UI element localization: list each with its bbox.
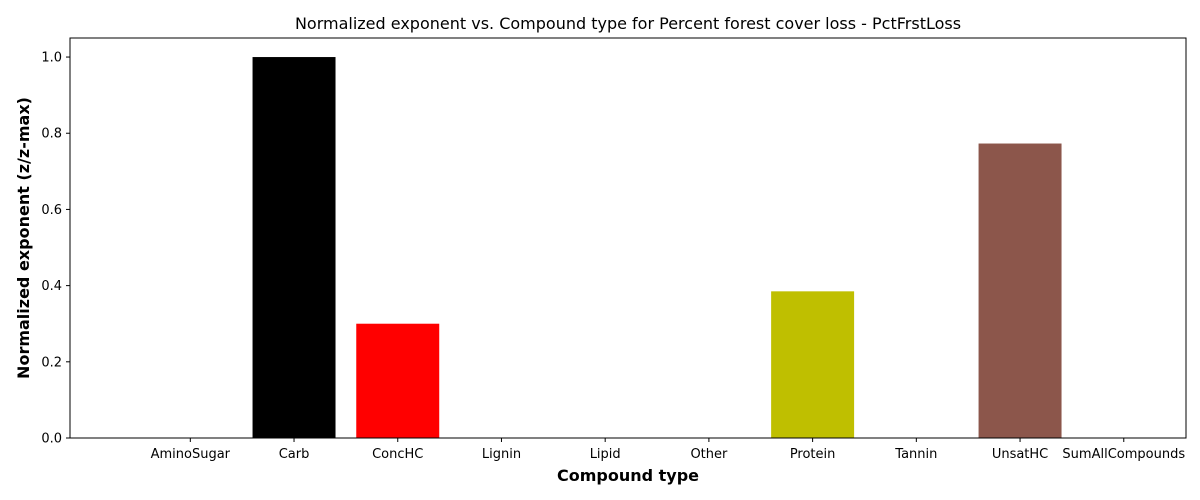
y-tick-label: 1.0 [41,51,62,66]
y-axis-label: Normalized exponent (z/z-max) [14,97,33,379]
x-axis-ticks: AminoSugar Carb ConcHC Lignin Lipid Other Prot… [151,438,1185,462]
y-tick-label: 0.8 [41,127,62,142]
x-tick-label: Carb [279,447,310,462]
x-tick-label: Other [690,447,728,462]
y-tick-label: 0.2 [41,355,62,370]
x-tick-label: UnsatHC [992,447,1048,462]
x-tick-label: SumAllCompounds [1062,447,1185,462]
x-tick-label: ConcHC [372,447,423,462]
x-tick-label: Lignin [482,447,521,462]
y-tick-label: 0.4 [41,279,62,294]
bar-carb [252,57,336,439]
y-tick-label: 0.0 [41,432,62,447]
y-tick-label: 0.6 [41,203,62,218]
x-tick-label: AminoSugar [151,447,231,462]
x-tick-label: Lipid [590,447,621,462]
chart-title: Normalized exponent vs. Compound type fo… [295,14,961,33]
bar-protein [771,291,855,438]
x-axis-label: Compound type [557,466,699,485]
x-tick-label: Tannin [894,447,937,462]
bar-unsathc [978,143,1062,438]
x-tick-label: Protein [790,447,836,462]
plot-frame [69,37,1187,439]
y-axis-ticks: 0.0 0.2 0.4 0.6 0.8 1.0 [41,51,70,447]
bars-group [252,57,1062,439]
bar-conchc [356,323,440,438]
